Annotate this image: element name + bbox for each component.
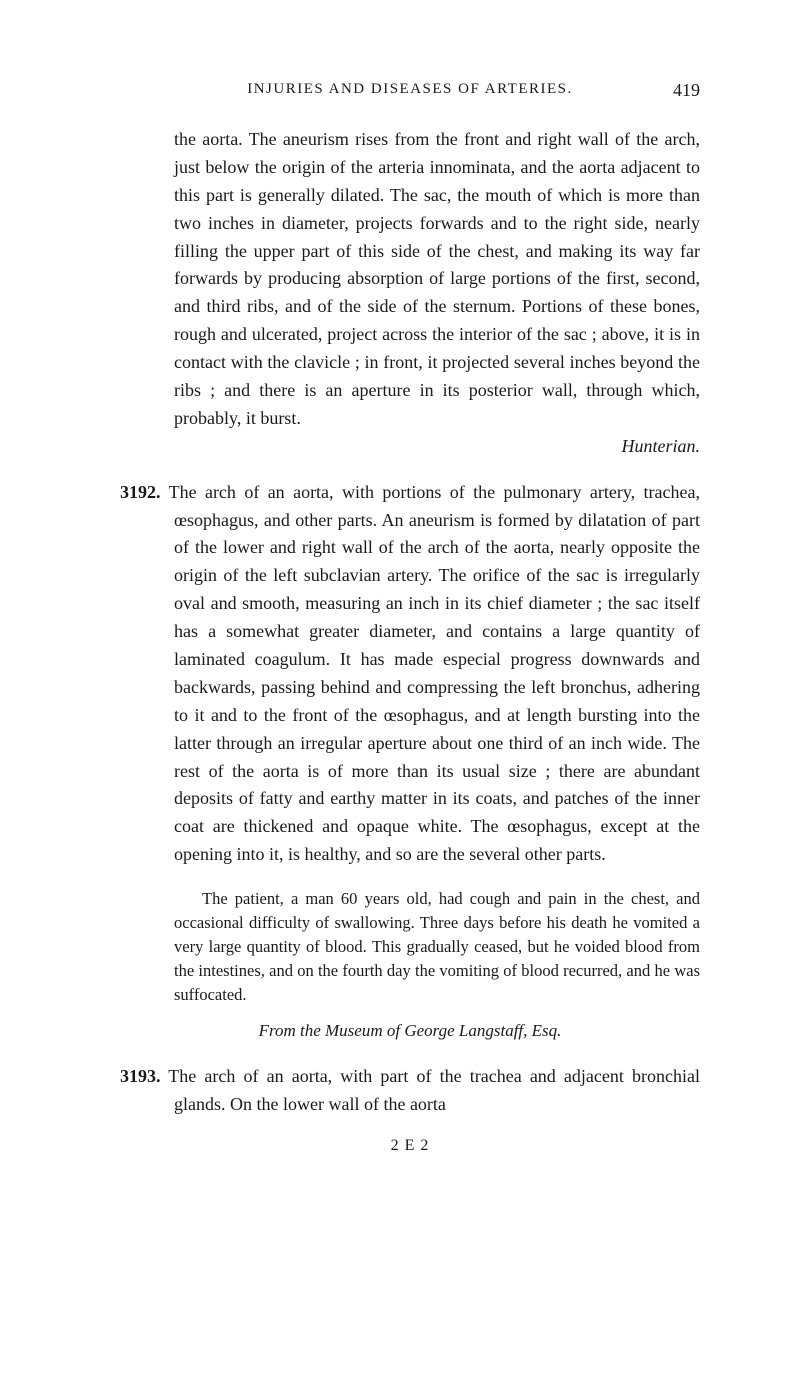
- entry-body: The arch of an aorta, with portions of t…: [169, 482, 700, 865]
- entry-3193: 3193. The arch of an aorta, with part of…: [120, 1063, 700, 1119]
- entry-continuation-text: the aorta. The aneurism rises from the f…: [174, 129, 700, 428]
- entry-3192: 3192. The arch of an aorta, with portion…: [120, 479, 700, 869]
- entry-continuation: the aorta. The aneurism rises from the f…: [120, 126, 700, 461]
- page: INJURIES AND DISEASES OF ARTERIES. 419 t…: [0, 0, 800, 1375]
- gathering-signature-text: 2 E 2: [391, 1137, 430, 1154]
- entry-number: 3193.: [120, 1066, 161, 1086]
- gathering-signature: 2 E 2: [120, 1137, 700, 1155]
- entry-body: The arch of an aorta, with part of the t…: [168, 1066, 700, 1114]
- entry-3192-from-line: From the Museum of George Langstaff, Esq…: [120, 1021, 700, 1041]
- page-number: 419: [673, 80, 700, 101]
- running-title: INJURIES AND DISEASES OF ARTERIES.: [247, 81, 573, 97]
- entry-3192-case-note: The patient, a man 60 years old, had cou…: [120, 887, 700, 1007]
- entry-number: 3192.: [120, 482, 161, 502]
- entry-signature: Hunterian.: [174, 433, 700, 461]
- running-head: INJURIES AND DISEASES OF ARTERIES. 419: [120, 80, 700, 98]
